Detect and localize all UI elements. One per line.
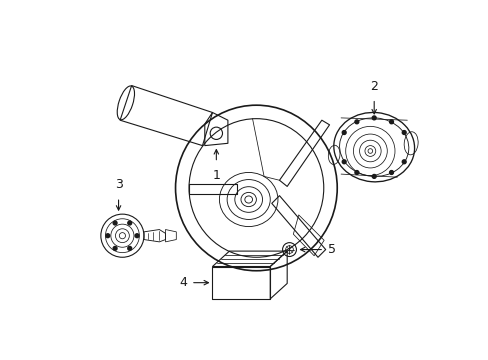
Circle shape [354,120,358,124]
Circle shape [402,160,406,164]
Text: 3: 3 [114,178,122,191]
Circle shape [342,160,346,164]
Circle shape [342,131,346,134]
Circle shape [354,171,358,174]
Circle shape [127,247,131,250]
Text: 5: 5 [327,243,335,256]
Circle shape [113,221,117,225]
Circle shape [389,120,393,124]
Text: 4: 4 [179,276,187,289]
Circle shape [105,234,109,238]
Circle shape [127,221,131,225]
Circle shape [402,131,406,134]
Text: 2: 2 [369,80,377,93]
Text: 1: 1 [212,169,220,182]
Circle shape [389,171,393,174]
Circle shape [135,234,139,238]
Circle shape [113,247,117,250]
Circle shape [371,116,375,120]
Circle shape [371,175,375,178]
